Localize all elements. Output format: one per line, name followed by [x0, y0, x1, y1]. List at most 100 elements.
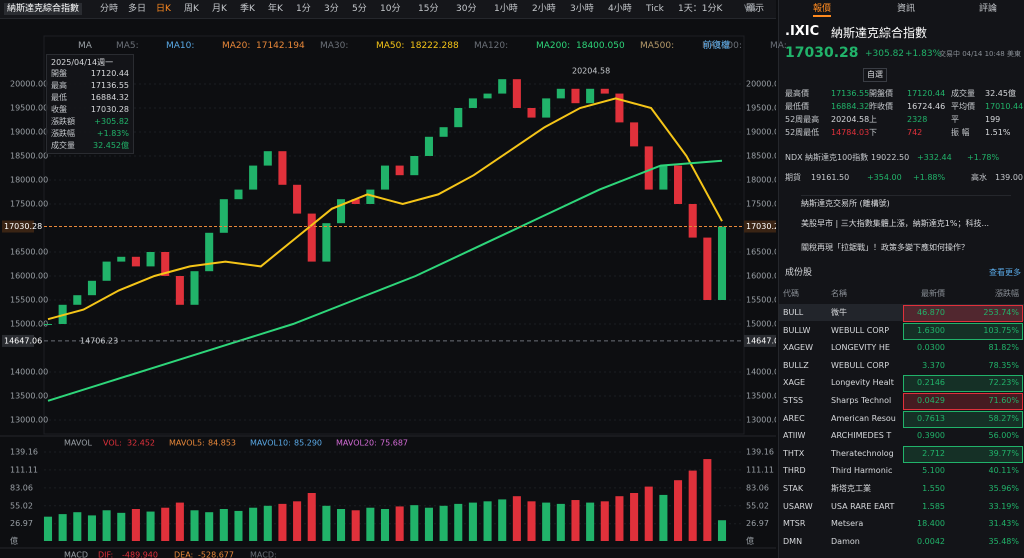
table-row[interactable]: AREC American Resou 0.7613 58.27%: [779, 410, 1024, 428]
period-tab[interactable]: 5分: [352, 4, 367, 14]
stat-value: 32.45億: [985, 89, 1016, 98]
volume-bar: [483, 501, 492, 541]
period-tab[interactable]: Tick: [646, 4, 664, 14]
table-header: 代碼: [783, 289, 799, 298]
table-cell: 46.870: [917, 308, 945, 317]
ma-legend-value: 18222.288: [410, 41, 459, 51]
table-row[interactable]: STAK 斯塔克工業 1.550 35.96%: [779, 480, 1024, 497]
stat-label: 52周最低: [785, 128, 820, 137]
table-row[interactable]: BULL 微牛 46.870 253.74%: [779, 304, 1024, 322]
section-title: 成份股: [785, 268, 813, 278]
news-item[interactable]: 美股早市 | 三大指數集體上漲，納斯達克1%；科技...: [801, 219, 990, 228]
vs-button[interactable]: VS: [744, 4, 756, 14]
ma-legend-name: MA120:: [474, 41, 509, 51]
table-row[interactable]: XAGEW LONGEVITY HE 0.0300 81.82%: [779, 339, 1024, 356]
table-row[interactable]: ATIIW ARCHIMEDES T 0.3900 56.00%: [779, 427, 1024, 444]
adjust-button[interactable]: 前復權: [703, 41, 731, 51]
price-label: 17030.28: [4, 222, 42, 231]
volume-bar: [468, 502, 477, 541]
volume-bar: [366, 507, 375, 541]
instrument-name[interactable]: 納斯達克綜合指數: [4, 3, 83, 15]
period-tab[interactable]: 4小時: [608, 4, 632, 14]
period-tab[interactable]: 多日: [128, 4, 147, 14]
ma-legend-name: MA5:: [116, 41, 139, 51]
info-label: 漲跌額: [51, 117, 75, 126]
stat-label: 最高價: [785, 89, 809, 98]
news-item[interactable]: 關稅再現「拉鋸戰」！政策多變下應如何操作？: [801, 243, 969, 252]
table-cell: 253.74%: [983, 308, 1019, 317]
table-row[interactable]: MTSR Metsera 18.400 31.43%: [779, 515, 1024, 532]
watch-button[interactable]: 自選: [863, 68, 887, 82]
period-tab[interactable]: 月K: [212, 4, 227, 14]
candle: [644, 146, 653, 190]
macd-legend-value: -528.677: [198, 551, 234, 558]
ma-legend-name: MA200:: [536, 41, 571, 51]
y-tick-label: 83.06: [746, 483, 769, 492]
panel-tab[interactable]: 評論: [979, 4, 998, 14]
price-label: 17030.28: [746, 222, 776, 231]
y-tick-label: 20000.00: [746, 79, 776, 88]
volume-legend-name: MAVOL: [64, 439, 92, 448]
period-tab[interactable]: 顯示: [746, 4, 765, 14]
row-highlight: [903, 322, 1023, 340]
table-row[interactable]: DMN Damon 0.0042 35.48%: [779, 533, 1024, 550]
high-note: 20204.58: [572, 67, 610, 76]
table-row[interactable]: USARW USA RARE EART 1.585 33.19%: [779, 498, 1024, 515]
volume-legend-value: 84.853: [208, 439, 236, 448]
candle: [337, 199, 346, 224]
panel-tab[interactable]: 資訊: [897, 4, 916, 14]
period-tab[interactable]: 2小時: [532, 4, 556, 14]
panel-tab[interactable]: 報價: [813, 3, 832, 17]
volume-bar: [615, 496, 624, 541]
period-tab[interactable]: 1分: [296, 4, 311, 14]
period-tab[interactable]: 3小時: [570, 4, 594, 14]
ma-legend-name: MA1000:: [702, 41, 742, 51]
volume-bar: [161, 507, 170, 541]
table-row[interactable]: THTX Theratechnolog 2.712 39.77%: [779, 445, 1024, 463]
period-tab[interactable]: 30分: [456, 4, 477, 14]
volume-bar: [717, 520, 727, 541]
table-cell: Third Harmonic: [831, 466, 893, 476]
period-tab[interactable]: 10分: [380, 4, 401, 14]
stat-value: 17010.44: [985, 102, 1024, 111]
period-tab[interactable]: 季K: [240, 4, 255, 14]
y-tick-label: 111.11: [746, 465, 774, 474]
price-label: 14647.06: [4, 336, 42, 345]
period-tab[interactable]: 1小時: [494, 4, 518, 14]
ndx-item: +332.44: [917, 153, 952, 162]
volume-bar: [87, 515, 96, 541]
candle: [102, 261, 111, 281]
period-tab[interactable]: 1天：1分K: [678, 4, 723, 14]
more-link[interactable]: 查看更多: [989, 268, 1021, 277]
futures-item: +354.00: [867, 173, 902, 182]
volume-bar: [410, 505, 419, 541]
table-cell: Theratechnolog: [831, 448, 894, 458]
exchange-link[interactable]: 納斯達克交易所 (離構號): [801, 195, 1011, 210]
stat-label: 開盤價: [869, 89, 893, 98]
volume-bar: [439, 505, 448, 541]
volume-bar: [263, 505, 272, 541]
volume-bar: [175, 502, 184, 541]
table-row[interactable]: XAGE Longevity Healt 0.2146 72.23%: [779, 374, 1024, 393]
y-tick-label: 16500.00: [746, 247, 776, 256]
table-cell: 58.27%: [988, 413, 1019, 423]
period-tab[interactable]: 周K: [184, 4, 199, 14]
candle: [73, 295, 82, 305]
ma-legend-name: MA50:: [376, 41, 405, 51]
period-tab[interactable]: 分時: [100, 4, 119, 14]
period-tab[interactable]: 3分: [324, 4, 339, 14]
period-tab[interactable]: 年K: [268, 4, 283, 14]
ma-legend-value: 17142.194: [256, 41, 305, 51]
table-cell: 40.11%: [988, 466, 1019, 476]
candle: [219, 199, 228, 233]
table-row[interactable]: THRD Third Harmonic 5.100 40.11%: [779, 462, 1024, 479]
table-row[interactable]: BULLW WEBULL CORP 1.6300 103.75%: [779, 322, 1024, 340]
table-row[interactable]: BULLZ WEBULL CORP 3.370 78.35%: [779, 357, 1024, 374]
volume-bar: [293, 501, 302, 541]
period-tab[interactable]: 日K: [156, 4, 171, 14]
table-row[interactable]: STSS Sharps Technol 0.0429 71.60%: [779, 392, 1024, 410]
table-cell: STSS: [783, 396, 804, 405]
table-cell: 35.96%: [988, 484, 1019, 493]
period-tab[interactable]: 15分: [418, 4, 439, 14]
